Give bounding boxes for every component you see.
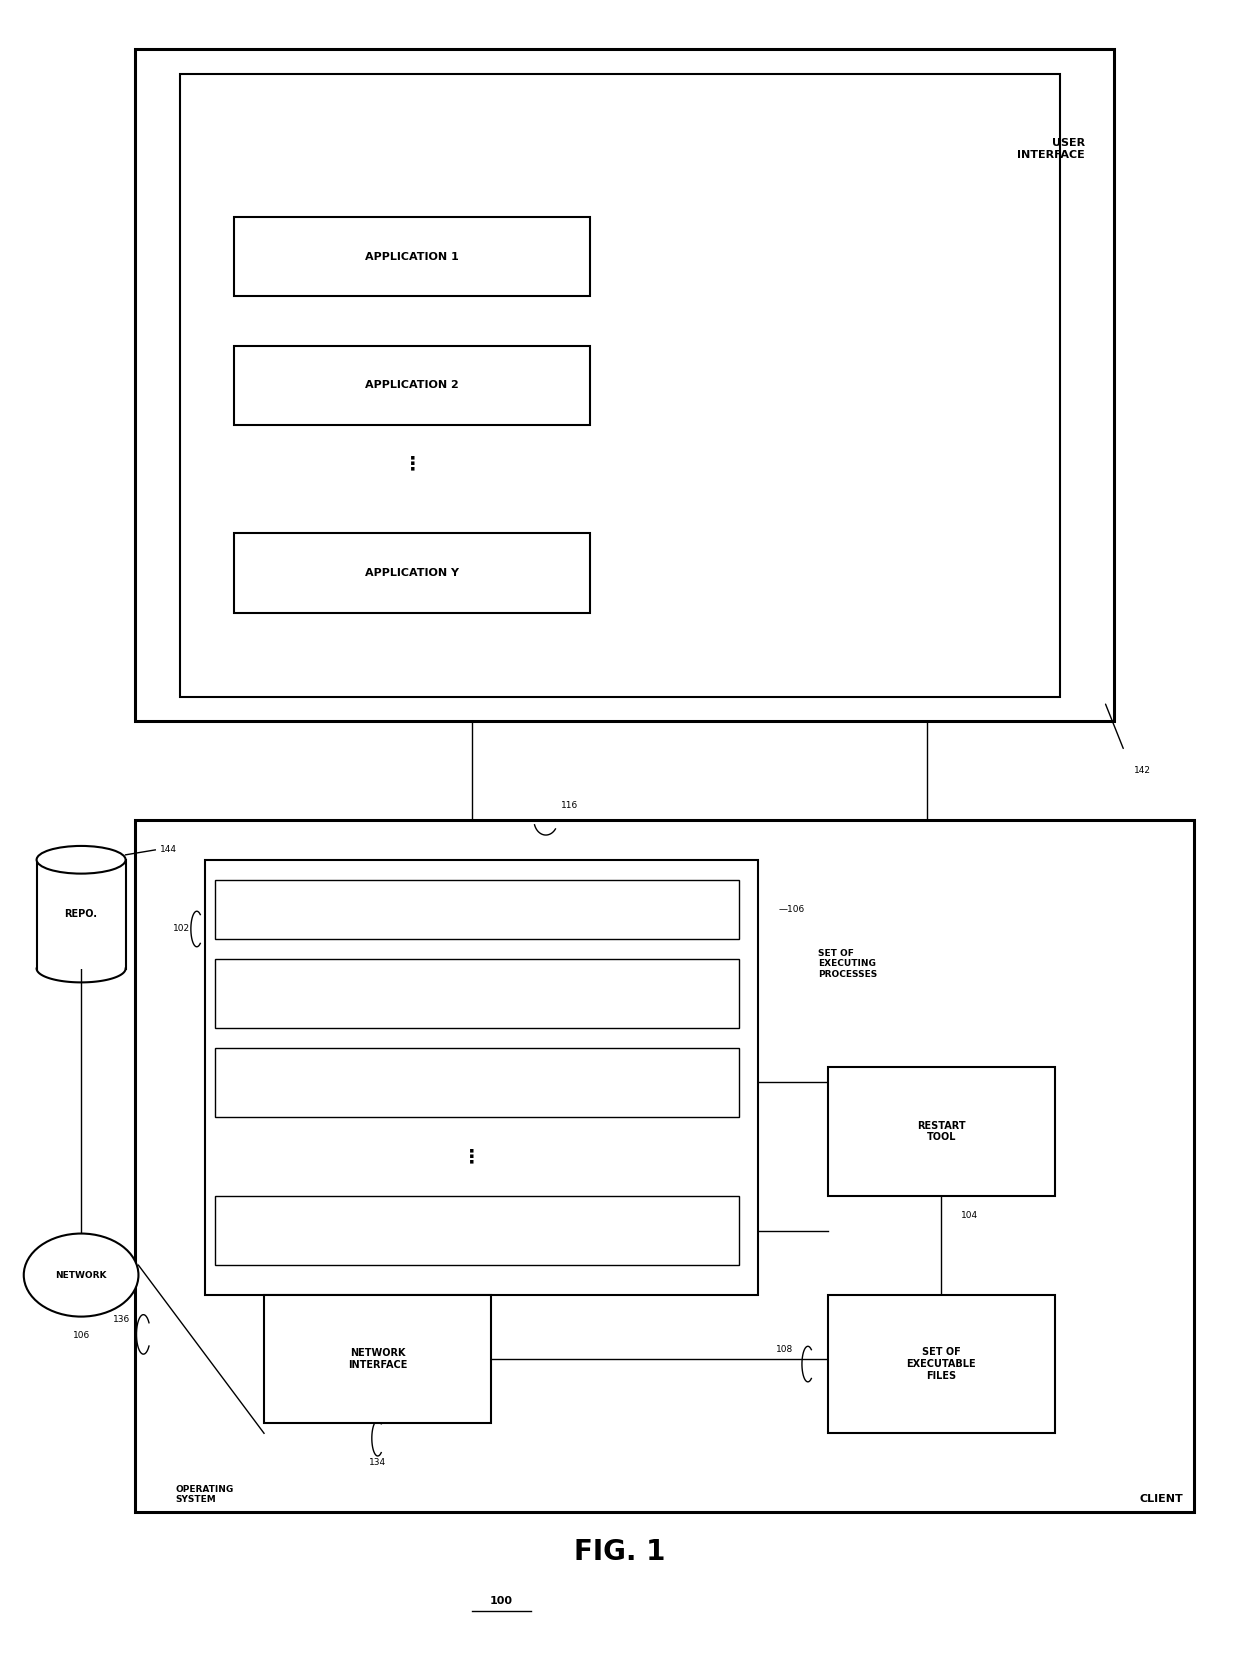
Text: NETWORK: NETWORK xyxy=(56,1270,107,1280)
Text: RESTART
TOOL: RESTART TOOL xyxy=(918,1121,966,1142)
Text: 142: 142 xyxy=(1135,766,1151,774)
Text: ⋮: ⋮ xyxy=(403,455,422,474)
Bar xyxy=(135,820,1194,1512)
Bar xyxy=(215,1196,739,1265)
Text: PROCESS 1: PROCESS 1 xyxy=(273,988,334,998)
Bar xyxy=(234,534,590,613)
Text: 144: 144 xyxy=(160,845,177,855)
Text: 2/28/10: 2/28/10 xyxy=(501,1077,542,1087)
Text: ⋮: ⋮ xyxy=(463,1147,481,1166)
Text: 136: 136 xyxy=(113,1315,130,1324)
Text: APPLICATION Y: APPLICATION Y xyxy=(366,568,459,578)
Bar xyxy=(37,860,125,969)
Text: APPLICATION 1: APPLICATION 1 xyxy=(366,252,459,262)
Text: USER
INTERFACE: USER INTERFACE xyxy=(1017,138,1085,160)
Bar xyxy=(135,49,1115,721)
Text: PROCESS ID: PROCESS ID xyxy=(290,904,356,914)
Text: PROCESS 2: PROCESS 2 xyxy=(273,1077,334,1087)
Text: 2/28/10: 2/28/10 xyxy=(501,988,542,998)
Text: REPO.: REPO. xyxy=(64,909,98,919)
Bar xyxy=(827,1067,1055,1196)
Bar xyxy=(215,959,739,1028)
Text: CLIENT: CLIENT xyxy=(1140,1495,1184,1505)
Ellipse shape xyxy=(24,1233,139,1317)
Text: 106: 106 xyxy=(72,1332,89,1341)
Bar xyxy=(205,860,759,1295)
Text: 100: 100 xyxy=(490,1596,513,1606)
Bar xyxy=(234,217,590,296)
Bar xyxy=(264,1295,491,1423)
Text: TIME: TIME xyxy=(646,1226,673,1235)
Text: 134: 134 xyxy=(370,1458,387,1467)
Bar xyxy=(827,1295,1055,1433)
Bar xyxy=(234,346,590,425)
Bar xyxy=(180,74,1060,697)
Text: 116: 116 xyxy=(560,801,578,810)
Text: SET OF
EXECUTABLE
FILES: SET OF EXECUTABLE FILES xyxy=(906,1347,976,1381)
Text: FIG. 1: FIG. 1 xyxy=(574,1537,666,1566)
Text: 102: 102 xyxy=(172,924,190,934)
Text: SET OF
EXECUTING
PROCESSES: SET OF EXECUTING PROCESSES xyxy=(817,949,877,978)
Text: 104: 104 xyxy=(961,1211,978,1220)
Text: DATE: DATE xyxy=(497,1226,526,1235)
Text: —106: —106 xyxy=(779,906,805,914)
Bar xyxy=(215,880,739,939)
Text: 12:15: 12:15 xyxy=(653,988,684,998)
Bar xyxy=(215,1048,739,1117)
Ellipse shape xyxy=(37,847,125,874)
Text: APPLICATION 2: APPLICATION 2 xyxy=(366,380,459,390)
Text: OPERATING
SYSTEM: OPERATING SYSTEM xyxy=(175,1485,233,1505)
Text: INIT. TIME: INIT. TIME xyxy=(563,904,618,914)
Text: PROCESS X: PROCESS X xyxy=(273,1226,335,1235)
Text: 108: 108 xyxy=(776,1344,794,1354)
Text: NETWORK
INTERFACE: NETWORK INTERFACE xyxy=(348,1349,408,1369)
Text: 13:20: 13:20 xyxy=(653,1077,684,1087)
